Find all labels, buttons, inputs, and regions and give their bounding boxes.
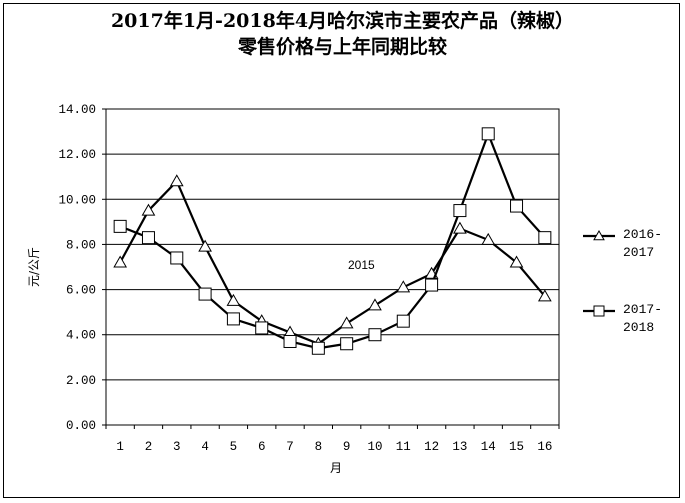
x-tick-label: 2 (145, 440, 153, 454)
series-line (119, 130, 546, 350)
data-point-square (311, 341, 325, 355)
data-point-triangle (396, 280, 411, 293)
x-tick-label: 3 (173, 440, 181, 454)
y-tick-label: 8.00 (66, 238, 96, 252)
x-tick-label: 10 (367, 440, 382, 454)
x-axis-label: 月 (330, 461, 342, 475)
data-point-square (141, 231, 155, 245)
chart-frame (3, 3, 680, 498)
x-tick-label: 1 (116, 440, 124, 454)
gridlines (106, 108, 559, 426)
legend-marker-triangle (593, 229, 605, 241)
plot-area-border (105, 108, 560, 426)
legend-label-line-2: 2018 (623, 320, 654, 335)
series-triangle (113, 174, 552, 349)
data-point-triangle (453, 221, 467, 234)
x-tick-label: 12 (424, 440, 439, 454)
series-square (113, 127, 552, 355)
y-tick-label: 4.00 (66, 329, 96, 343)
data-point-square (226, 312, 240, 326)
data-point-square (170, 251, 184, 265)
data-point-triangle (537, 289, 552, 302)
series-line (119, 179, 546, 345)
data-point-square (453, 204, 467, 218)
data-point-triangle (368, 298, 382, 311)
data-point-square (113, 219, 127, 233)
annotation-2015: 2015 (348, 258, 375, 272)
data-point-square (396, 314, 410, 328)
data-point-triangle (198, 239, 212, 252)
x-tick-label: 13 (452, 440, 467, 454)
y-tick-label: 6.00 (66, 284, 96, 298)
chart-title: 2017年1月-2018年4月哈尔滨市主要农产品（辣椒） 零售价格与上年同期比较 (0, 8, 685, 60)
data-point-triangle (141, 203, 156, 216)
x-tick-label: 8 (315, 440, 323, 454)
y-tick-label: 12.00 (58, 148, 96, 162)
chart-title-line-1: 2017年1月-2018年4月哈尔滨市主要农产品（辣椒） (110, 10, 575, 32)
legend-label-line-1: 2017- (623, 302, 662, 317)
x-tick-label: 7 (286, 440, 294, 454)
legend: 2016- 2017 2017- 2018 (583, 227, 662, 335)
y-axis-label: 元/公斤 (27, 247, 41, 287)
data-point-triangle (339, 316, 354, 329)
data-point-square (255, 321, 269, 335)
legend-marker-square (593, 305, 605, 317)
x-tick-label: 9 (343, 440, 351, 454)
data-point-square (510, 199, 524, 213)
series-group (113, 127, 552, 355)
x-tick-label: 14 (481, 440, 496, 454)
x-tick-label: 6 (258, 440, 266, 454)
data-point-square (425, 278, 439, 292)
data-point-triangle (113, 255, 128, 268)
x-tick-label: 5 (230, 440, 238, 454)
data-point-triangle (481, 232, 496, 245)
data-point-square (340, 337, 354, 351)
data-point-triangle (509, 255, 524, 268)
x-tick-label: 16 (537, 440, 552, 454)
legend-label-line-1: 2016- (623, 227, 662, 242)
data-point-square (198, 287, 212, 301)
y-tick-label: 10.00 (58, 193, 96, 207)
data-point-square (283, 334, 297, 348)
data-point-triangle (169, 174, 184, 187)
chart-title-line-2: 零售价格与上年同期比较 (237, 36, 447, 58)
data-point-square (368, 328, 382, 342)
data-point-triangle (226, 293, 241, 306)
y-tick-label: 0.00 (66, 419, 96, 433)
x-tick-label: 4 (201, 440, 209, 454)
x-tick-label: 11 (396, 440, 411, 454)
data-point-square (538, 231, 552, 245)
x-tick-label: 15 (509, 440, 524, 454)
y-tick-label: 2.00 (66, 374, 96, 388)
y-tick-label: 14.00 (58, 103, 96, 117)
data-point-square (481, 127, 495, 141)
legend-label-line-2: 2017 (623, 245, 654, 260)
